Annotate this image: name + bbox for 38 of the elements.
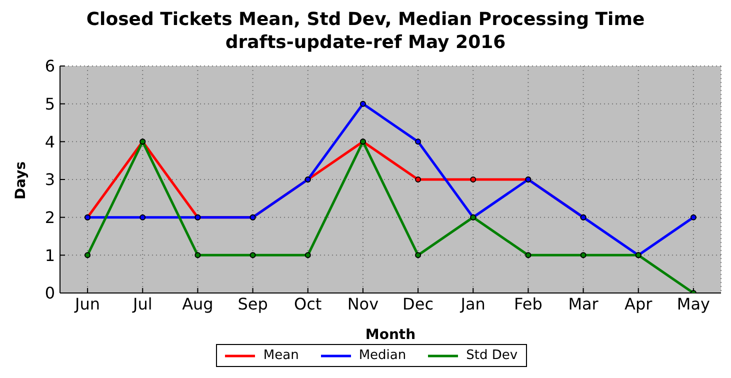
- point: [415, 138, 422, 145]
- y-tick-label: 1: [44, 246, 55, 265]
- x-tick-label: Oct: [294, 294, 322, 314]
- x-tick-label: Dec: [402, 294, 434, 314]
- point: [415, 176, 422, 182]
- y-tick-label: 5: [44, 94, 55, 114]
- legend-label: Mean: [262, 348, 299, 363]
- y-tick-label: 6: [44, 56, 55, 76]
- point: [250, 252, 256, 258]
- chart-title: Closed Tickets Mean, Std Dev, Median Processing Time drafts-update-ref May 2016: [85, 8, 646, 54]
- x-tick-label: May: [676, 294, 710, 314]
- x-tick-label: Jun: [74, 294, 100, 314]
- legend-label: Std Dev: [465, 348, 518, 363]
- y-tick-label: 2: [44, 208, 55, 228]
- x-tick-label: Mar: [568, 294, 599, 314]
- point: [84, 252, 91, 258]
- x-axis-title: Month: [365, 327, 416, 343]
- point: [690, 214, 696, 220]
- y-tick-label: 0: [44, 284, 55, 303]
- point: [415, 252, 422, 258]
- legend-label: Median: [358, 348, 406, 363]
- x-tick-label: Aug: [182, 294, 214, 314]
- point: [194, 252, 201, 258]
- point: [470, 176, 476, 182]
- point: [304, 252, 311, 258]
- y-axis-title: Days: [12, 161, 29, 200]
- x-tick-label: Jul: [132, 294, 152, 314]
- x-tick-label: Nov: [347, 294, 379, 314]
- y-tick-label: 4: [44, 132, 55, 152]
- point: [140, 214, 146, 220]
- point: [525, 252, 532, 258]
- x-tick-label: Apr: [624, 294, 653, 314]
- x-tick-label: Feb: [514, 294, 542, 314]
- y-tick-label: 3: [44, 170, 55, 190]
- point: [580, 252, 586, 258]
- x-tick-label: Jan: [460, 294, 486, 314]
- x-tick-label: Sep: [238, 294, 268, 314]
- point: [360, 100, 366, 107]
